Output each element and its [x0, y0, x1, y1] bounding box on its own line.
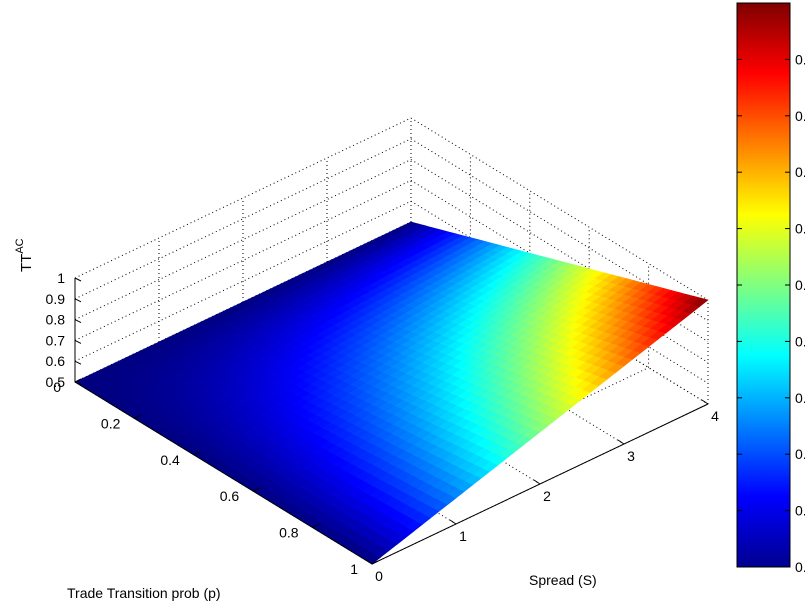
z-tick [74, 277, 82, 282]
y-tick [252, 487, 260, 492]
x-tick [701, 399, 709, 405]
z-tick-label: 0.7 [46, 332, 66, 348]
x-tick-label: 4 [711, 408, 719, 424]
z-tick-label: 0.6 [46, 353, 66, 369]
colorbar: 0.5 0.55 0.6 0.65 0.7 0.75 0.8 0.85 0.9 0.95 [736, 2, 805, 575]
colorbar-gradient [736, 2, 791, 568]
axes: 0 1 2 3 4 0 0.2 0.4 0.6 0.8 1 0.5 0.6 0.7 0.8 0.9 1 [46, 270, 720, 584]
z-tick-label: 1 [57, 270, 65, 286]
y-tick [134, 414, 141, 419]
z-tick [74, 339, 82, 344]
z-tick [74, 298, 82, 303]
surface [74, 221, 709, 565]
x-tick [617, 439, 625, 445]
y-tick [371, 560, 379, 565]
z-tick-label: 0.5 [46, 374, 66, 390]
y-tick-label: 0 [53, 379, 61, 395]
svg-text:TTAC: TTAC [14, 238, 35, 272]
colorbar-tick-label: 0.9 [795, 108, 805, 124]
y-tick-label: 0.6 [220, 488, 240, 504]
colorbar-tick-label: 0.7 [795, 333, 805, 349]
y-tick [74, 378, 82, 383]
z-tick [74, 319, 82, 324]
z-tick-label: 0.9 [46, 291, 66, 307]
colorbar-tick-label: 0.65 [795, 390, 805, 406]
colorbar-tick-label: 0.55 [795, 503, 805, 519]
x-tick-label: 1 [459, 528, 467, 544]
x-tick-label: 0 [375, 568, 383, 584]
y-tick-label: 0.2 [101, 415, 121, 431]
x-tick [533, 479, 541, 485]
surface-patch [691, 297, 709, 307]
z-tick-label: 0.8 [46, 312, 66, 328]
colorbar-tick-label: 0.95 [795, 51, 805, 67]
x-axis-label: Spread (S) [529, 572, 597, 588]
colorbar-tick-label: 0.8 [795, 221, 805, 237]
x-tick-label: 3 [627, 448, 635, 464]
z-axis-label-base: TT [18, 254, 35, 272]
z-axis-label: TTAC [14, 238, 35, 272]
y-tick-label: 0.4 [160, 452, 180, 468]
x-tick-label: 2 [543, 488, 551, 504]
y-axis-label: Trade Transition prob (p) [67, 585, 221, 601]
x-tick [365, 559, 373, 565]
y-tick [312, 524, 319, 529]
colorbar-tick-label: 0.75 [795, 277, 805, 293]
x-tick [449, 519, 457, 525]
colorbar-tick-label: 0.5 [795, 559, 805, 575]
colorbar-tick-label: 0.85 [795, 164, 805, 180]
colorbar-tick-label: 0.6 [795, 446, 805, 462]
z-axis-label-superscript: AC [14, 238, 26, 253]
y-tick-label: 0.8 [279, 525, 299, 541]
z-tick [74, 360, 82, 365]
z-tick [74, 381, 82, 386]
y-tick [193, 451, 201, 456]
y-axis-line [74, 381, 373, 565]
y-tick-label: 1 [350, 561, 358, 577]
